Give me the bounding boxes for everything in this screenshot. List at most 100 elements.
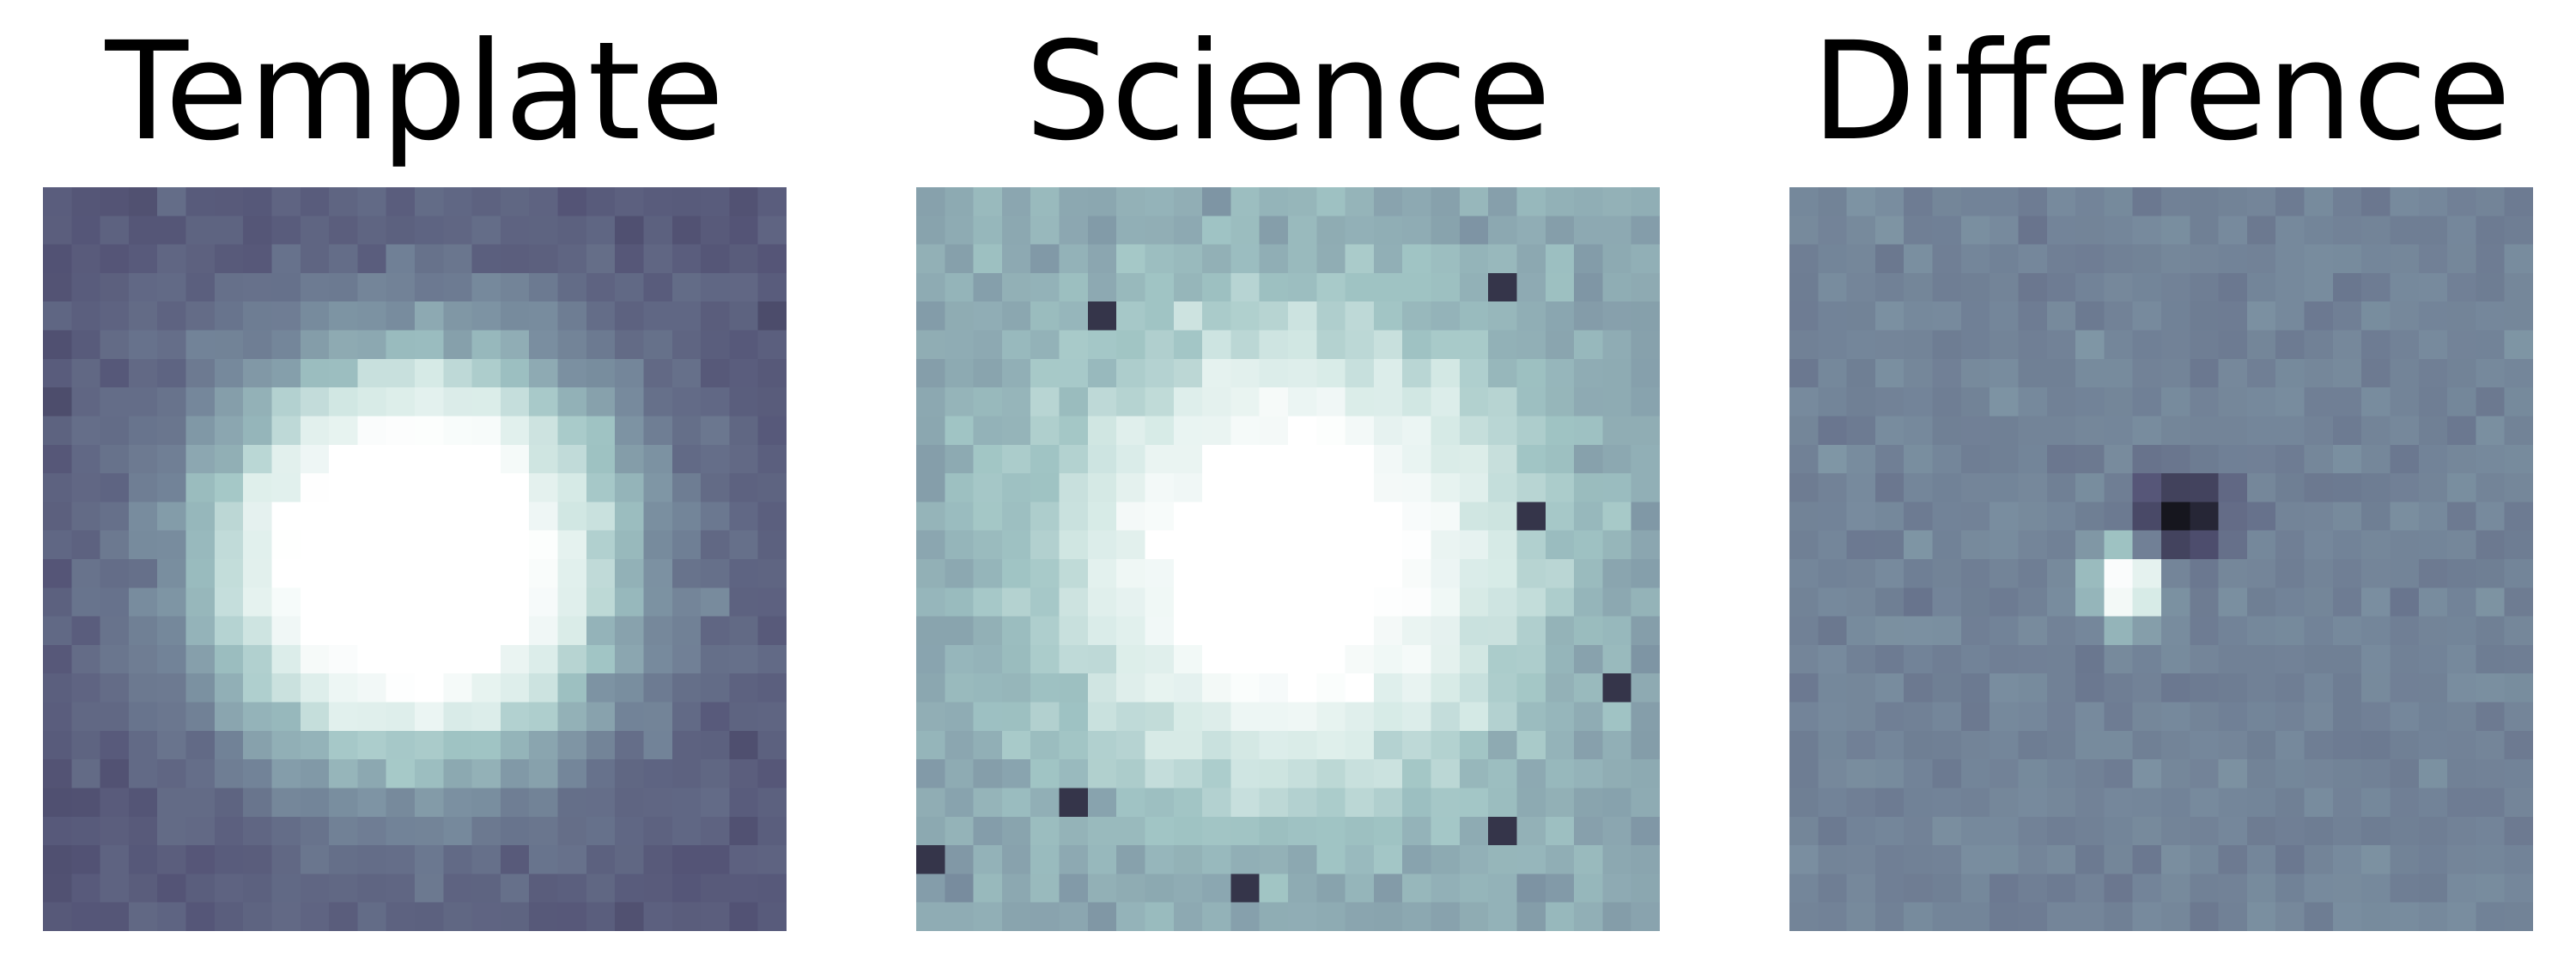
pixel [1230, 387, 1261, 417]
pixel [1345, 387, 1375, 417]
pixel [1574, 272, 1604, 302]
pixel [43, 272, 72, 302]
pixel [243, 673, 273, 703]
pixel [671, 730, 702, 760]
pixel [1116, 673, 1146, 703]
pixel [1030, 330, 1060, 360]
pixel [1459, 874, 1489, 904]
pixel [1459, 788, 1489, 818]
pixel [214, 587, 244, 618]
pixel [2161, 272, 2190, 302]
pixel [757, 387, 787, 417]
pixel [157, 673, 187, 703]
pixel [1874, 559, 1905, 588]
pixel [1932, 874, 1962, 904]
pixel [2018, 272, 2048, 302]
pixel [2218, 759, 2248, 789]
pixel [1259, 187, 1289, 216]
pixel [271, 559, 301, 588]
pixel [2332, 702, 2362, 732]
pixel [916, 330, 945, 360]
pixel [1932, 387, 1962, 417]
pixel [71, 187, 101, 216]
pixel [1846, 845, 1876, 875]
pixel [2132, 358, 2162, 388]
pixel [1116, 587, 1146, 618]
pixel [973, 358, 1003, 388]
pixel [1789, 272, 1819, 302]
pixel [1545, 730, 1575, 760]
pixel [100, 330, 130, 360]
pixel [1789, 587, 1819, 618]
pixel [2018, 616, 2048, 646]
pixel [1116, 788, 1146, 818]
pixel [300, 902, 330, 931]
pixel [1574, 644, 1604, 674]
pixel [386, 444, 416, 474]
pixel [2504, 673, 2533, 703]
pixel [2476, 816, 2506, 846]
pixel [2361, 216, 2391, 246]
pixel [1932, 502, 1962, 532]
pixel [2046, 644, 2076, 674]
pixel [471, 788, 501, 818]
pixel [1789, 416, 1819, 446]
pixel [2018, 874, 2048, 904]
pixel [1145, 416, 1175, 446]
pixel [757, 874, 787, 904]
pixel [1932, 216, 1962, 246]
pixel [1545, 444, 1575, 474]
pixel [973, 530, 1003, 560]
pixel [2161, 616, 2190, 646]
pixel [357, 902, 387, 931]
pixel [1431, 587, 1461, 618]
pixel [1631, 358, 1660, 388]
pixel [1516, 502, 1546, 532]
pixel [1874, 358, 1905, 388]
pixel [615, 759, 645, 789]
pixel [185, 902, 216, 931]
pixel [1431, 816, 1461, 846]
pixel [500, 358, 530, 388]
pixel [2332, 644, 2362, 674]
pixel [2246, 788, 2276, 818]
pixel [615, 788, 645, 818]
pixel [1932, 444, 1962, 474]
pixel [945, 587, 975, 618]
pixel [1545, 473, 1575, 503]
pixel [2190, 816, 2220, 846]
pixel [1145, 644, 1175, 674]
pixel [615, 416, 645, 446]
pixel [1230, 730, 1261, 760]
pixel [300, 187, 330, 216]
pixel [443, 272, 473, 302]
pixel [1288, 530, 1317, 560]
pixel [1459, 902, 1489, 931]
pixel [500, 244, 530, 274]
pixel [729, 244, 759, 274]
pixel [1818, 301, 1848, 332]
pixel [1602, 902, 1632, 931]
pixel [945, 530, 975, 560]
pixel [1001, 702, 1031, 732]
pixel [2447, 559, 2477, 588]
pixel [1001, 673, 1031, 703]
pixel [2476, 416, 2506, 446]
pixel [973, 845, 1003, 875]
pixel [1173, 502, 1203, 532]
pixel [1316, 187, 1346, 216]
pixel [1373, 416, 1403, 446]
pixel [757, 444, 787, 474]
pixel [43, 616, 72, 646]
pixel [2418, 616, 2448, 646]
pixel [1932, 702, 1962, 732]
pixel [2075, 673, 2105, 703]
pixel [128, 244, 158, 274]
pixel [1259, 444, 1289, 474]
pixel [1516, 358, 1546, 388]
pixel [1059, 530, 1089, 560]
pixel [1145, 730, 1175, 760]
pixel [271, 473, 301, 503]
pixel [2218, 902, 2248, 931]
pixel [2476, 330, 2506, 360]
